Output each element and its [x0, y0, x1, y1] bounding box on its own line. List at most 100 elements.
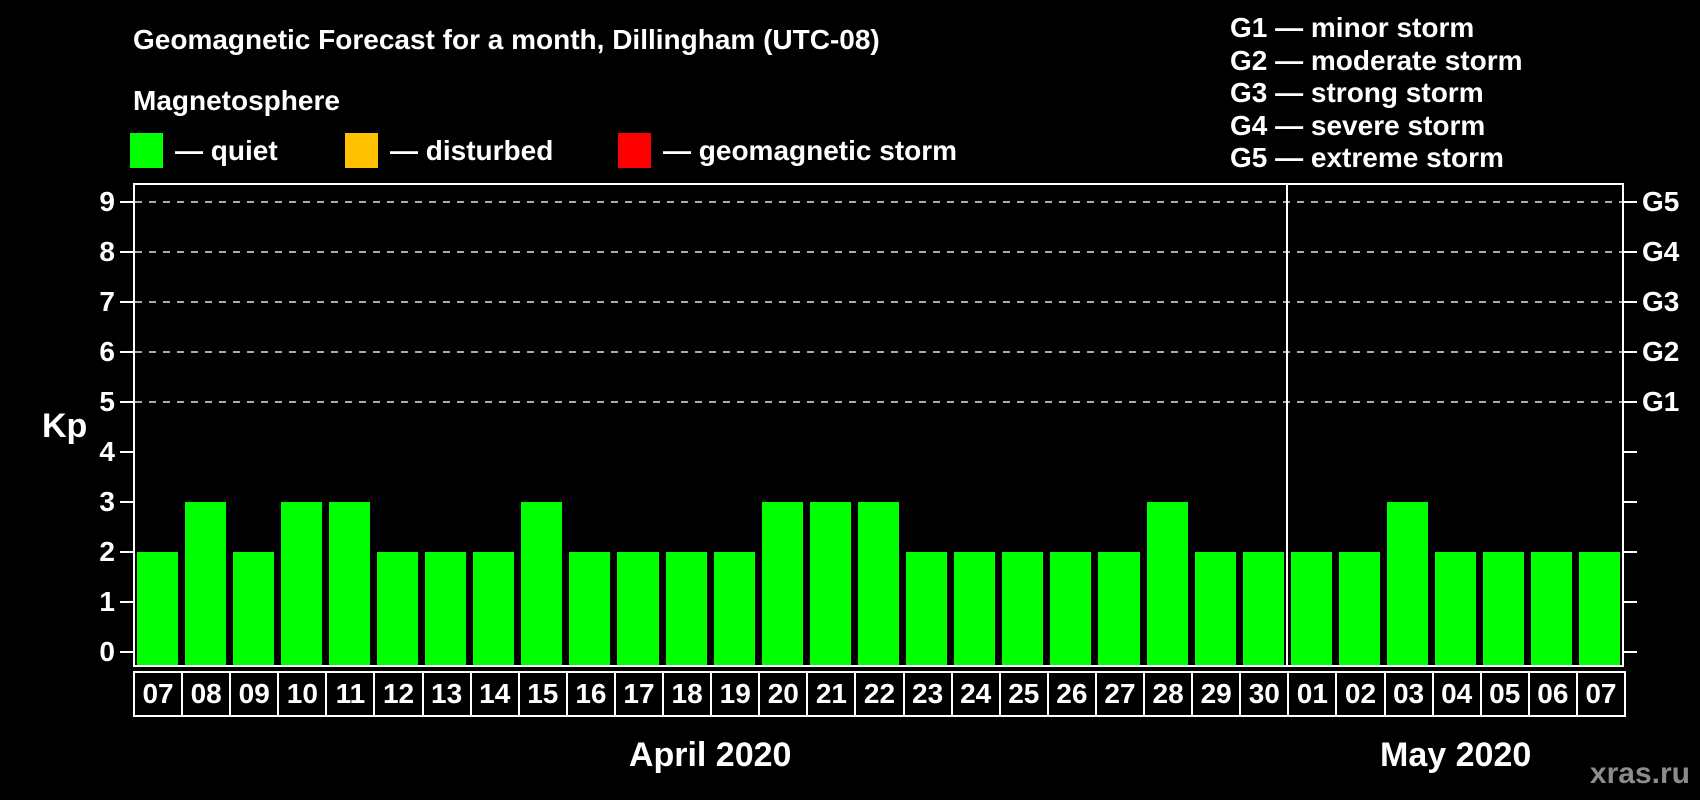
legend-label-disturbed: — disturbed [390, 134, 554, 166]
kp-bar-13 [425, 552, 467, 667]
g-legend-line-2: G2 — moderate storm [1230, 44, 1523, 76]
y-axis-tick-right [1624, 201, 1637, 203]
kp-bar-23 [906, 552, 948, 667]
g-level-label-g5: G5 [1642, 186, 1680, 217]
day-label-cell: 02 [1335, 671, 1386, 717]
kp-bar-15 [521, 502, 563, 667]
kp-bar-21 [809, 502, 851, 667]
day-label-cell: 26 [1046, 671, 1097, 717]
day-label-cell: 29 [1191, 671, 1242, 717]
y-tick-label: 3 [99, 486, 115, 517]
kp-bar-07 [1579, 552, 1621, 667]
y-tick-label: 8 [99, 236, 115, 267]
y-axis-tick-right [1624, 401, 1637, 403]
day-label-cell: 10 [277, 671, 328, 717]
chart-title: Geomagnetic Forecast for a month, Dillin… [133, 24, 880, 55]
day-label-cell: 14 [469, 671, 520, 717]
y-axis-tick-right [1624, 651, 1637, 653]
day-label-cell: 17 [613, 671, 665, 717]
legend-item-quiet: — quiet [130, 133, 278, 168]
month-label: May 2020 [1380, 736, 1532, 774]
y-tick-label: 1 [99, 586, 115, 617]
y-axis-tick-left [120, 301, 133, 303]
y-tick-label: 7 [99, 286, 115, 317]
y-axis-tick-left [120, 451, 133, 453]
kp-bar-08 [184, 502, 226, 667]
g-legend-line-5: G5 — extreme storm [1230, 142, 1504, 173]
legend-label-quiet: — quiet [175, 134, 278, 166]
y-axis-tick-right [1624, 251, 1637, 253]
day-label-cell: 20 [758, 671, 809, 717]
kp-bar-11 [328, 502, 370, 667]
day-label-cell: 22 [854, 671, 905, 717]
day-label-cell: 16 [565, 671, 616, 717]
y-axis-tick-right [1624, 501, 1637, 503]
kp-bar-24 [954, 552, 996, 667]
magnetosphere-label: Magnetosphere [133, 85, 340, 116]
y-axis-tick-right [1624, 551, 1637, 553]
kp-bar-05 [1483, 552, 1525, 667]
day-label-cell: 03 [1383, 671, 1434, 717]
y-axis-tick-left [120, 401, 133, 403]
y-axis-tick-right [1624, 601, 1637, 603]
magnetosphere-legend: — quiet — disturbed — geomagnetic storm [0, 131, 1700, 171]
day-label-cell: 30 [1239, 671, 1290, 717]
kp-bar-29 [1194, 552, 1236, 667]
kp-bar-18 [665, 552, 707, 667]
g-legend-line-4: G4 — severe storm [1230, 109, 1486, 141]
kp-bar-22 [857, 502, 900, 667]
gridline-kp9 [135, 201, 1622, 203]
g-legend-line-1: G1 — minor storm [1230, 12, 1475, 43]
gridline-kp8 [135, 251, 1622, 253]
day-label-cell: 15 [517, 671, 568, 717]
y-tick-label: 2 [99, 536, 115, 567]
y-axis-tick-right [1624, 301, 1637, 303]
kp-bar-19 [713, 552, 755, 667]
gridline-kp7 [135, 301, 1622, 303]
g-level-label-g4: G4 [1642, 236, 1680, 267]
watermark: xras.ru [1589, 757, 1690, 790]
day-label-cell: 28 [1143, 671, 1194, 717]
y-tick-label: 5 [99, 386, 115, 417]
gridline-kp5 [135, 401, 1622, 403]
g-level-label-g2: G2 [1642, 336, 1680, 367]
y-axis-tick-left [120, 551, 133, 553]
day-label-cell: 18 [662, 671, 713, 717]
day-label-cell: 21 [806, 671, 857, 717]
kp-bar-01 [1290, 552, 1332, 667]
y-axis-tick-left [120, 201, 133, 203]
y-axis-tick-left [120, 351, 133, 353]
day-label-cell: 12 [373, 671, 424, 717]
g-legend-line-3: G3 — strong storm [1230, 77, 1484, 108]
day-label-cell: 01 [1287, 671, 1338, 717]
day-label-cell: 07 [1575, 671, 1626, 717]
y-axis-tick-left [120, 501, 133, 503]
day-label-cell: 08 [181, 671, 232, 717]
legend-swatch-storm [618, 133, 651, 168]
kp-bar-14 [473, 552, 515, 667]
kp-bar-12 [376, 552, 419, 667]
legend-label-storm: — geomagnetic storm [663, 134, 958, 166]
day-label-cell: 27 [1094, 671, 1146, 717]
kp-bar-04 [1435, 552, 1477, 667]
day-label-cell: 19 [710, 671, 761, 717]
kp-bar-30 [1242, 552, 1284, 667]
day-label-cell: 05 [1479, 671, 1530, 717]
day-label-cell: 23 [902, 671, 953, 717]
g-level-label-g1: G1 [1642, 386, 1680, 417]
y-axis-tick-left [120, 651, 133, 653]
day-label-cell: 07 [133, 671, 184, 717]
kp-bar-03 [1387, 502, 1429, 667]
legend-item-storm: — geomagnetic storm [618, 133, 957, 168]
y-axis-tick-left [120, 601, 133, 603]
plot-frame [133, 183, 1624, 667]
y-axis-tick-right [1624, 351, 1637, 353]
day-label-cell: 25 [998, 671, 1049, 717]
y-tick-label: 4 [99, 436, 115, 467]
month-label: April 2020 [628, 736, 792, 774]
y-tick-label: 6 [99, 336, 115, 367]
kp-bar-07 [136, 552, 178, 667]
kp-bar-17 [617, 552, 659, 667]
kp-bar-20 [761, 502, 803, 667]
